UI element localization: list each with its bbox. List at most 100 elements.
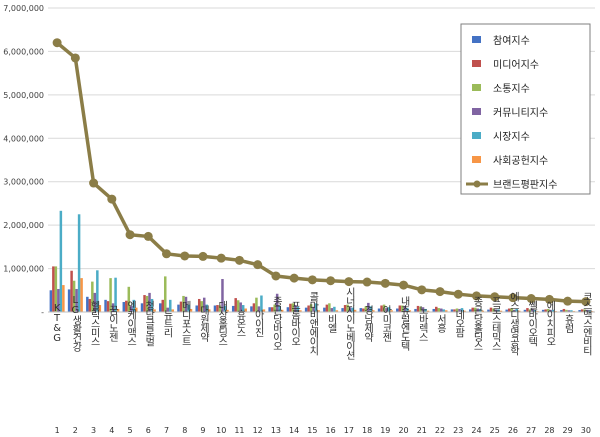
bar-1-18 (359, 308, 363, 312)
trend-point-21 (417, 285, 427, 295)
gridlines (48, 7, 595, 270)
bar-1-23 (450, 309, 454, 312)
trend-point-15 (307, 275, 317, 285)
bar-4-28 (549, 309, 552, 312)
legend-label: 참여지수 (493, 35, 530, 47)
y-tick-label: 5,000,000 (3, 91, 44, 100)
rank-label: 13 (271, 426, 281, 435)
bar-5-17 (351, 307, 354, 312)
y-tick-label: - (41, 308, 44, 317)
bar-6-20 (408, 310, 412, 312)
bar-3-1 (54, 266, 58, 312)
legend-swatch (472, 108, 481, 115)
category-label: LG생활건강 (70, 295, 82, 352)
rank-label: 24 (471, 426, 481, 435)
bar-5-13 (278, 306, 281, 312)
bar-1-15 (304, 307, 308, 312)
rank-label: 12 (253, 426, 263, 435)
bar-4-3 (93, 292, 97, 312)
bar-2-8 (179, 301, 183, 312)
trend-point-11 (234, 255, 244, 265)
bar-4-22 (440, 308, 443, 312)
bar-3-7 (164, 276, 167, 312)
bar-4-6 (148, 292, 151, 312)
rank-label: 25 (490, 426, 500, 435)
y-tick-label: 2,000,000 (3, 221, 44, 230)
bar-1-14 (286, 307, 290, 312)
bar-3-3 (91, 281, 94, 312)
category-label: 콜마비앤에이치 (307, 291, 319, 356)
category-label: 엔케이맥스 (125, 300, 137, 345)
bar-1-4 (104, 299, 107, 312)
bar-2-18 (362, 308, 365, 312)
bar-2-3 (88, 298, 92, 312)
bar-2-14 (289, 303, 292, 312)
bar-1-25 (487, 309, 490, 312)
bar-4-18 (367, 302, 370, 312)
trend-point-27 (526, 294, 536, 304)
trend-point-17 (344, 277, 354, 287)
category-label: 청담글로벌 (143, 300, 155, 346)
bar-2-9 (197, 298, 201, 312)
bar-2-22 (435, 306, 438, 312)
trend-point-2 (70, 53, 80, 63)
bar-3-11 (236, 300, 240, 312)
bar-3-27 (528, 309, 532, 312)
bar-2-13 (270, 307, 274, 312)
bar-3-19 (382, 304, 386, 312)
trend-point-16 (326, 276, 336, 286)
trend-point-30 (581, 297, 591, 307)
bar-5-11 (241, 305, 245, 312)
trend-point-22 (435, 287, 445, 297)
bar-1-16 (323, 307, 326, 312)
bar-6-13 (280, 309, 284, 312)
bar-4-16 (330, 308, 334, 312)
rank-label: 7 (164, 426, 169, 435)
bar-3-5 (127, 286, 131, 312)
bar-4-5 (130, 305, 133, 312)
category-label: 휴럼 (562, 314, 574, 333)
bar-3-10 (218, 305, 222, 312)
bar-5-23 (460, 308, 464, 312)
bar-3-12 (255, 297, 258, 312)
y-tick-label: 1,000,000 (3, 265, 44, 274)
bar-1-2 (67, 289, 71, 312)
rank-label: 9 (200, 426, 205, 435)
rank-label: 26 (508, 426, 518, 435)
bar-4-23 (458, 308, 461, 312)
bar-4-20 (403, 305, 407, 312)
bar-2-16 (325, 304, 329, 312)
bar-6-9 (207, 309, 211, 312)
trend-point-25 (490, 292, 500, 302)
category-label: 대원제약 (197, 305, 209, 343)
bar-5-24 (478, 308, 482, 312)
bar-6-1 (62, 285, 65, 312)
trend-point-19 (380, 278, 390, 288)
bar-4-27 (531, 308, 534, 312)
bar-1-8 (177, 304, 180, 312)
bar-2-20 (398, 305, 402, 312)
bar-3-15 (309, 304, 313, 312)
bar-3-16 (328, 303, 331, 312)
rank-label: 1 (55, 426, 60, 435)
category-label: 프롬바이오 (289, 301, 301, 346)
bar-1-12 (250, 306, 253, 312)
bar-6-24 (481, 310, 484, 312)
rank-label: 30 (581, 426, 591, 435)
legend-label: 소통지수 (493, 83, 530, 95)
bar-2-17 (343, 305, 347, 312)
category-label: 뉴트리 (161, 309, 173, 338)
category-label: 내츄럴엔도텍 (398, 296, 410, 352)
y-tick-label: 3,000,000 (3, 178, 44, 187)
bar-3-30 (583, 309, 586, 312)
bar-3-20 (401, 305, 404, 312)
bar-3-4 (109, 278, 112, 312)
bar-4-26 (512, 309, 516, 312)
trend-point-20 (399, 280, 409, 290)
bar-3-22 (437, 308, 441, 312)
trend-point-1 (52, 38, 62, 48)
bar-1-19 (377, 308, 381, 312)
bar-5-28 (551, 309, 555, 312)
bar-5-22 (442, 309, 446, 312)
category-label: 아미코젠 (380, 305, 392, 342)
